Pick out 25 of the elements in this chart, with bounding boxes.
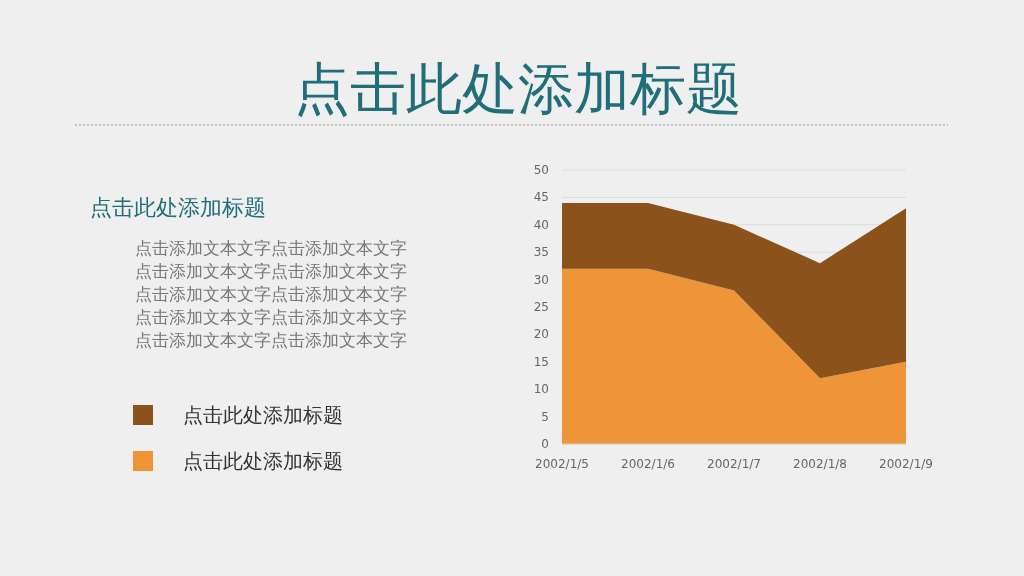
y-tick-label: 20 <box>533 327 549 342</box>
y-tick-label: 50 <box>533 163 549 177</box>
text: 点击添加文本文字点击添加文本文字 <box>135 307 407 327</box>
x-tick-label: 2002/1/9 <box>879 457 933 471</box>
text: 点击此处添加标题 <box>90 195 266 220</box>
text: 点击添加文本文字点击添加文本文字 <box>135 238 407 258</box>
x-tick-label: 2002/1/8 <box>793 457 847 471</box>
x-tick-label: 2002/1/6 <box>621 457 675 471</box>
y-tick-label: 25 <box>533 300 549 314</box>
chart-title: 点击此处添加标题 <box>294 56 742 121</box>
legend-label: 点击此处添加标题 <box>183 449 343 473</box>
y-tick-label: 0 <box>541 437 549 451</box>
x-tick-label: 2002/1/7 <box>707 457 761 471</box>
y-tick-label: 45 <box>533 190 549 205</box>
x-tick-label: 2002/1/5 <box>535 457 589 471</box>
y-tick-label: 40 <box>533 217 549 232</box>
legend-label: 点击此处添加标题 <box>183 403 343 427</box>
y-tick-label: 35 <box>533 245 549 260</box>
y-tick-label: 10 <box>533 382 549 397</box>
text: 点击添加文本文字点击添加文本文字 <box>135 261 407 281</box>
y-tick-label: 30 <box>533 272 549 287</box>
text: 点击添加文本文字点击添加文本文字 <box>135 330 407 350</box>
text: 点击添加文本文字点击添加文本文字 <box>135 284 407 304</box>
y-tick-label: 5 <box>541 409 549 424</box>
y-tick-label: 15 <box>533 354 549 369</box>
